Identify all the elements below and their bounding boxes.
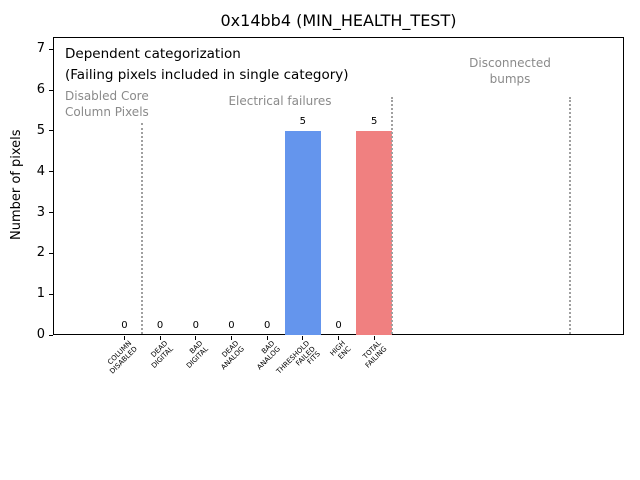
chart-title: 0x14bb4 (MIN_HEALTH_TEST) [220,11,457,30]
annotation-dependent-categorization: Dependent categorization [65,46,241,62]
x-tick-mark [230,336,232,340]
y-tick-label: 7 [36,41,45,57]
x-tick-label: DEAD DIGITAL [149,339,175,370]
y-tick-label: 6 [36,82,45,98]
x-tick-label: TOTAL FAILING [361,339,389,370]
x-tick-mark [195,336,197,340]
plot-area [53,37,624,335]
annotation-failing-pixels-note: (Failing pixels included in single categ… [65,67,349,83]
x-tick-mark [123,336,125,340]
x-tick-mark [373,336,375,340]
x-tick-mark [302,336,304,340]
x-tick-mark [159,336,161,340]
x-tick-label: THRESHOLD FAILED FITS [275,339,323,376]
x-tick-label: BAD DIGITAL [184,339,211,370]
y-axis-label: Number of pixels [9,129,24,240]
x-tick-label: BAD ANALOG [254,339,282,372]
x-tick-label: COLUMN DISABLED [106,339,139,376]
x-tick-label: HIGH ENC [329,339,353,361]
y-tick-label: 2 [36,245,45,261]
y-tick-label: 0 [36,327,45,342]
x-tick-mark [338,336,339,340]
x-tick-mark [266,336,268,340]
y-tick-label: 1 [36,286,45,302]
x-tick-label: DEAD ANALOG [219,339,246,372]
